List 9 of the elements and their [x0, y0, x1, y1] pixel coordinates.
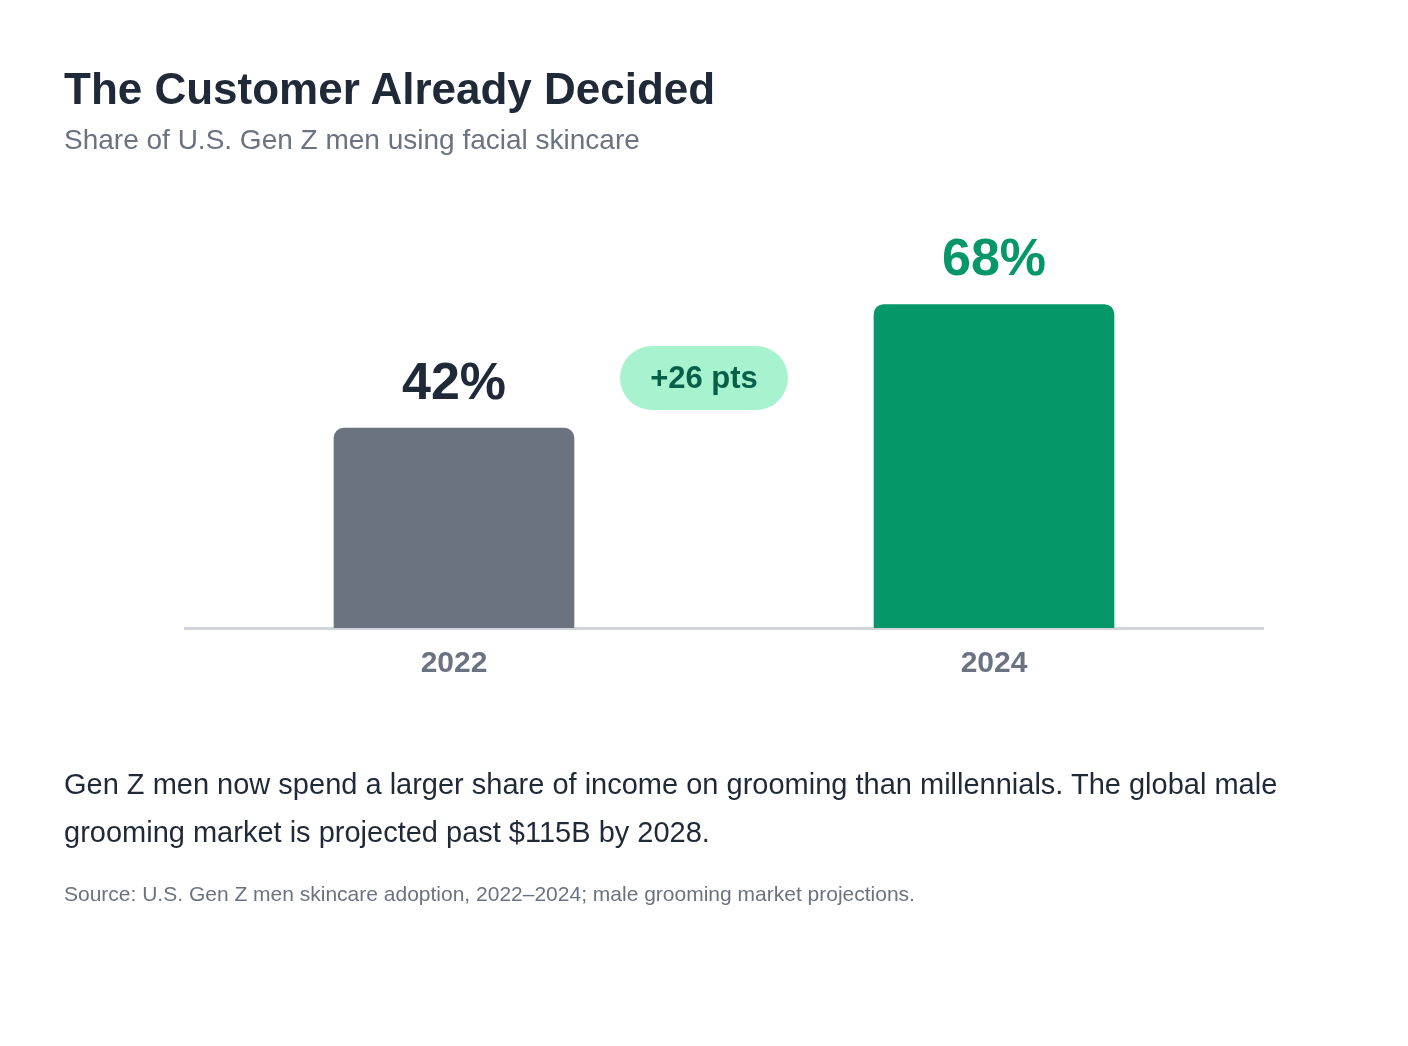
- data-label: 68%: [941, 227, 1047, 286]
- annotation: +26 pts: [620, 346, 788, 410]
- data-label: 42%: [401, 351, 507, 410]
- chart-title: The Customer Already Decided: [64, 64, 716, 114]
- source-note: Source: U.S. Gen Z men skincare adoption, 2022–2024; male grooming market projections.: [64, 882, 915, 906]
- x-tick-label: 2022: [420, 645, 488, 679]
- text: Gen Z men now spend a larger share of income on grooming than millennials. The global male grooming market is projected past $115B by 2028.: [64, 767, 1279, 850]
- chart-subtitle: Share of U.S. Gen Z men using facial skincare: [64, 124, 640, 156]
- x-tick-label: 2024: [960, 645, 1028, 679]
